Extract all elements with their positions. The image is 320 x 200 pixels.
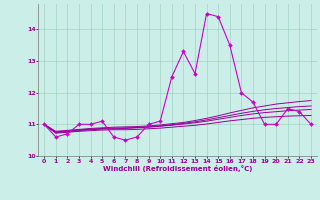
X-axis label: Windchill (Refroidissement éolien,°C): Windchill (Refroidissement éolien,°C) (103, 165, 252, 172)
